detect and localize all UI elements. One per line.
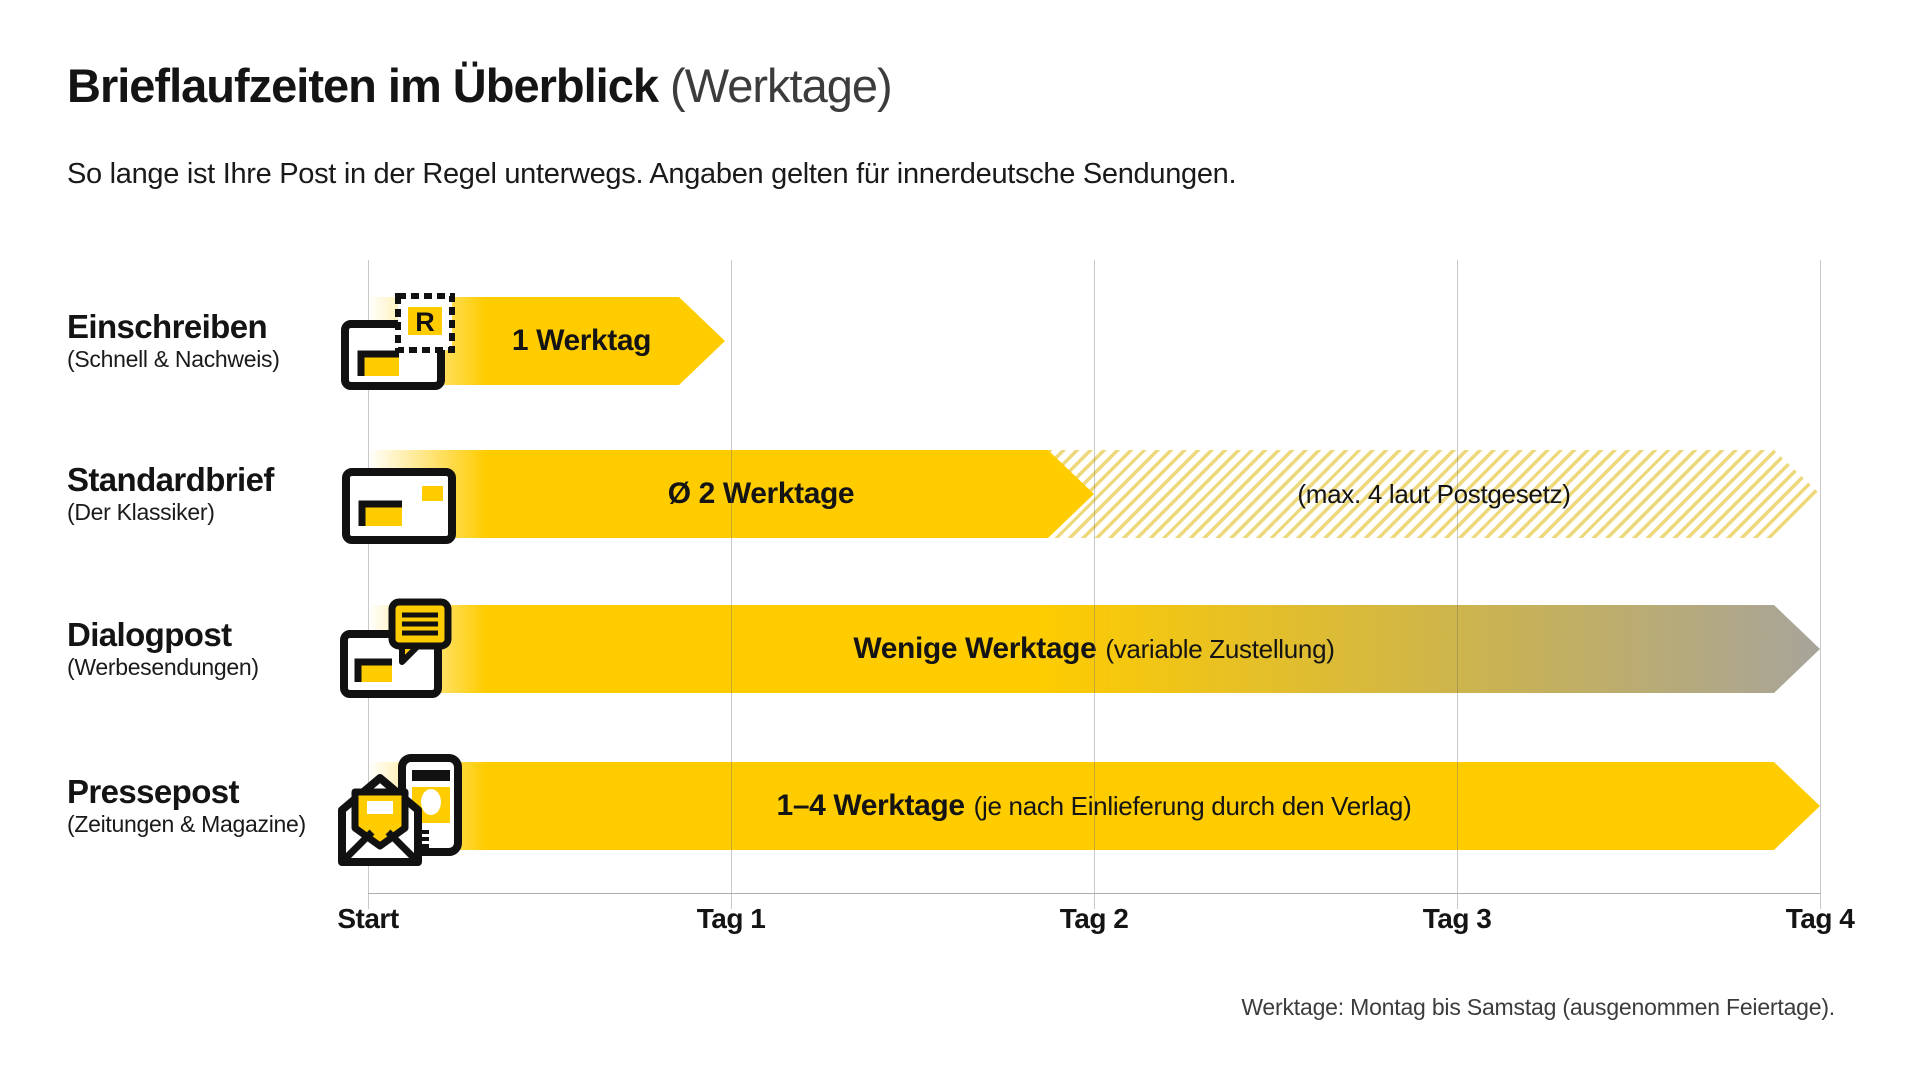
bar-standardbrief-max: (max. 4 laut Postgesetz) bbox=[1048, 450, 1820, 538]
bar-label: (max. 4 laut Postgesetz) bbox=[1297, 479, 1570, 510]
row-subtitle: (Schnell & Nachweis) bbox=[67, 346, 280, 373]
bar-label-regular: (max. 4 laut Postgesetz) bbox=[1297, 478, 1571, 509]
bar-label-regular: (je nach Einlieferung durch den Verlag) bbox=[973, 791, 1412, 821]
row-name: Einschreiben bbox=[67, 308, 268, 346]
bar-label-bold: 1 Werktag bbox=[511, 324, 652, 357]
bar-label: Ø 2 Werktage bbox=[668, 477, 854, 511]
page-title-regular: (Werktage) bbox=[658, 59, 893, 112]
row-subtitle: (Werbesendungen) bbox=[67, 654, 259, 681]
bar-dialogpost: Wenige Werktage (variable Zustellung) bbox=[368, 605, 1820, 693]
bar-label-regular: (variable Zustellung) bbox=[1105, 634, 1335, 664]
row-name: Dialogpost bbox=[67, 616, 232, 654]
row-label-dialogpost: Dialogpost (Werbesendungen) bbox=[67, 605, 357, 693]
page-title-bold: Brieflaufzeiten im Überblick bbox=[67, 59, 659, 112]
row-label-standardbrief: Standardbrief (Der Klassiker) bbox=[67, 450, 357, 538]
svg-text:R: R bbox=[415, 307, 435, 337]
footnote: Werktage: Montag bis Samstag (ausgenomme… bbox=[1241, 994, 1835, 1020]
gridline-tag1 bbox=[731, 260, 732, 909]
row-name: Pressepost bbox=[67, 773, 240, 811]
bar-standardbrief: Ø 2 Werktage bbox=[368, 450, 1094, 538]
axis-tick-tag3: Tag 3 bbox=[1422, 903, 1492, 934]
row-label-einschreiben: Einschreiben (Schnell & Nachweis) bbox=[67, 297, 357, 385]
row-subtitle: (Zeitungen & Magazine) bbox=[67, 811, 306, 838]
gridline-tag4 bbox=[1820, 260, 1821, 909]
bar-label-bold: Ø 2 Werktage bbox=[667, 477, 855, 510]
bar-label-bold: 1–4 Werktage bbox=[776, 789, 965, 822]
row-label-pressepost: Pressepost (Zeitungen & Magazine) bbox=[67, 762, 357, 850]
x-axis-baseline bbox=[368, 893, 1821, 894]
bar-label: 1 Werktag bbox=[512, 324, 651, 358]
standard-letter-icon bbox=[340, 466, 460, 551]
axis-tick-start: Start bbox=[337, 903, 399, 934]
gridline-start bbox=[368, 260, 369, 909]
registered-letter-icon: R bbox=[336, 288, 466, 399]
axis-tick-tag4: Tag 4 bbox=[1785, 903, 1855, 934]
page-title: Brieflaufzeiten im Überblick (Werktage) bbox=[67, 58, 893, 113]
bar-label-bold: Wenige Werktage bbox=[853, 632, 1097, 665]
row-name: Standardbrief bbox=[67, 461, 274, 499]
bar-pressepost: 1–4 Werktage (je nach Einlieferung durch … bbox=[368, 762, 1820, 850]
row-subtitle: (Der Klassiker) bbox=[67, 499, 215, 526]
bar-label: Wenige Werktage (variable Zustellung) bbox=[853, 632, 1334, 666]
gridline-tag2 bbox=[1094, 260, 1095, 909]
axis-tick-tag2: Tag 2 bbox=[1059, 903, 1129, 934]
letter-speech-bubble-icon bbox=[336, 596, 460, 707]
page-subtitle: So lange ist Ihre Post in der Regel unte… bbox=[67, 158, 1237, 190]
axis-tick-tag1: Tag 1 bbox=[696, 903, 766, 934]
envelope-magazine-icon bbox=[328, 752, 480, 875]
gridline-tag3 bbox=[1457, 260, 1458, 909]
bar-label: 1–4 Werktage (je nach Einlieferung durch … bbox=[777, 789, 1412, 823]
